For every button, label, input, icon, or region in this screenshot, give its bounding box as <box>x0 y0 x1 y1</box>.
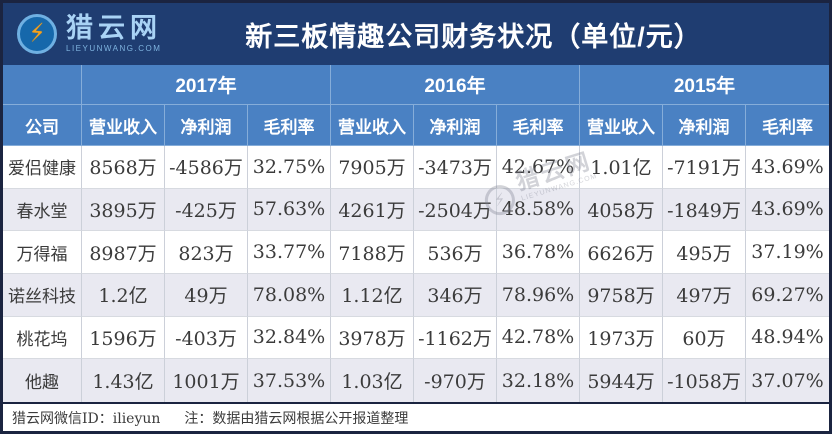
value-cell-5-1: 1001万 <box>165 359 248 402</box>
value-cell-2-7: 495万 <box>663 231 746 274</box>
value-cell-1-1: -425万 <box>165 188 248 232</box>
value-cell-1-3: 4261万 <box>331 188 414 232</box>
value-cell-3-5: 78.96% <box>497 274 580 317</box>
value-cell-4-7: 60万 <box>663 316 746 360</box>
value-cell-1-6: 4058万 <box>580 188 663 232</box>
company-cell-桃花坞: 桃花坞 <box>3 316 82 360</box>
value-cell-5-6: 5944万 <box>580 359 663 402</box>
value-cell-2-2: 33.77% <box>248 231 331 274</box>
value-cell-5-2: 37.53% <box>248 359 331 402</box>
value-cell-5-7: -1058万 <box>663 359 746 402</box>
value-cell-1-5: 48.58% <box>497 188 580 232</box>
value-cell-4-1: -403万 <box>165 316 248 360</box>
value-cell-4-3: 3978万 <box>331 316 414 360</box>
value-cell-2-4: 536万 <box>414 231 497 274</box>
value-cell-3-3: 1.12亿 <box>331 274 414 317</box>
footer-wechat-id: 猎云网微信ID：ilieyun <box>12 410 161 427</box>
value-cell-0-1: -4586万 <box>165 146 248 189</box>
value-cell-5-8: 37.07% <box>746 359 829 402</box>
column-header-1-2: 毛利率 <box>497 105 580 146</box>
lieyun-logo: ⚡ 猎云网 LIEYUNWANG.COM <box>17 14 222 54</box>
brand-domain: LIEYUNWANG.COM <box>66 44 162 53</box>
top-banner: ⚡ 猎云网 LIEYUNWANG.COM 新三板情趣公司财务状况（单位/元） <box>3 3 829 65</box>
year-header-2017年: 2017年 <box>82 65 331 105</box>
value-cell-0-2: 32.75% <box>248 146 331 189</box>
value-cell-5-3: 1.03亿 <box>331 359 414 402</box>
lightning-bolt-icon: ⚡ <box>26 18 48 49</box>
value-cell-0-6: 1.01亿 <box>580 146 663 189</box>
value-cell-4-0: 1596万 <box>82 316 165 360</box>
value-cell-3-0: 1.2亿 <box>82 274 165 317</box>
value-cell-4-8: 48.94% <box>746 316 829 360</box>
lightning-logo-icon: ⚡ <box>17 14 57 54</box>
column-header-0-0: 营业收入 <box>82 105 165 146</box>
value-cell-1-2: 57.63% <box>248 188 331 232</box>
value-cell-2-1: 823万 <box>165 231 248 274</box>
value-cell-2-0: 8987万 <box>82 231 165 274</box>
value-cell-4-2: 32.84% <box>248 316 331 360</box>
footer-source-note: 注：数据由猎云网根据公开报道整理 <box>184 410 409 427</box>
column-header-2-0: 营业收入 <box>580 105 663 146</box>
value-cell-3-6: 9758万 <box>580 274 663 317</box>
value-cell-3-8: 69.27% <box>746 274 829 317</box>
column-header-2-1: 净利润 <box>663 105 746 146</box>
column-header-1-1: 净利润 <box>414 105 497 146</box>
year-row-corner <box>3 65 82 105</box>
value-cell-3-2: 78.08% <box>248 274 331 317</box>
value-cell-4-4: -1162万 <box>414 316 497 360</box>
value-cell-4-5: 42.78% <box>497 316 580 360</box>
value-cell-0-0: 8568万 <box>82 146 165 189</box>
value-cell-4-6: 1973万 <box>580 316 663 360</box>
finance-table: 2017年 2016年 2015年 公司 营业收入 净利润 毛利率 营业收入 净利润 毛利率 营业收… <box>3 65 829 402</box>
year-header-2016年: 2016年 <box>331 65 580 105</box>
value-cell-0-3: 7905万 <box>331 146 414 189</box>
value-cell-2-5: 36.78% <box>497 231 580 274</box>
value-cell-3-4: 346万 <box>414 274 497 317</box>
company-cell-他趣: 他趣 <box>3 359 82 402</box>
value-cell-3-7: 497万 <box>663 274 746 317</box>
value-cell-0-5: 42.67% <box>497 146 580 189</box>
brand-text: 猎云网 LIEYUNWANG.COM <box>66 15 162 53</box>
value-cell-2-6: 6626万 <box>580 231 663 274</box>
company-cell-万得福: 万得福 <box>3 231 82 274</box>
year-header-2015年: 2015年 <box>580 65 829 105</box>
value-cell-0-4: -3473万 <box>414 146 497 189</box>
value-cell-5-5: 32.18% <box>497 359 580 402</box>
company-cell-爱侣健康: 爱侣健康 <box>3 146 82 189</box>
value-cell-0-8: 43.69% <box>746 146 829 189</box>
value-cell-2-3: 7188万 <box>331 231 414 274</box>
value-cell-3-1: 49万 <box>165 274 248 317</box>
value-cell-0-7: -7191万 <box>663 146 746 189</box>
company-cell-诺丝科技: 诺丝科技 <box>3 274 82 317</box>
footer-note: 猎云网微信ID：ilieyun 注：数据由猎云网根据公开报道整理 <box>3 402 829 431</box>
value-cell-1-0: 3895万 <box>82 188 165 232</box>
column-header-0-1: 净利润 <box>165 105 248 146</box>
value-cell-5-4: -970万 <box>414 359 497 402</box>
page-title: 新三板情趣公司财务状况（单位/元） <box>245 21 702 52</box>
value-cell-5-0: 1.43亿 <box>82 359 165 402</box>
value-cell-1-4: -2504万 <box>414 188 497 232</box>
value-cell-1-8: 43.69% <box>746 188 829 232</box>
brand-name: 猎云网 <box>66 13 162 43</box>
column-header-2-2: 毛利率 <box>746 105 829 146</box>
company-cell-春水堂: 春水堂 <box>3 188 82 232</box>
column-header-1-0: 营业收入 <box>331 105 414 146</box>
value-cell-1-7: -1849万 <box>663 188 746 232</box>
column-header-0-2: 毛利率 <box>248 105 331 146</box>
value-cell-2-8: 37.19% <box>746 231 829 274</box>
column-header-company: 公司 <box>3 105 82 146</box>
